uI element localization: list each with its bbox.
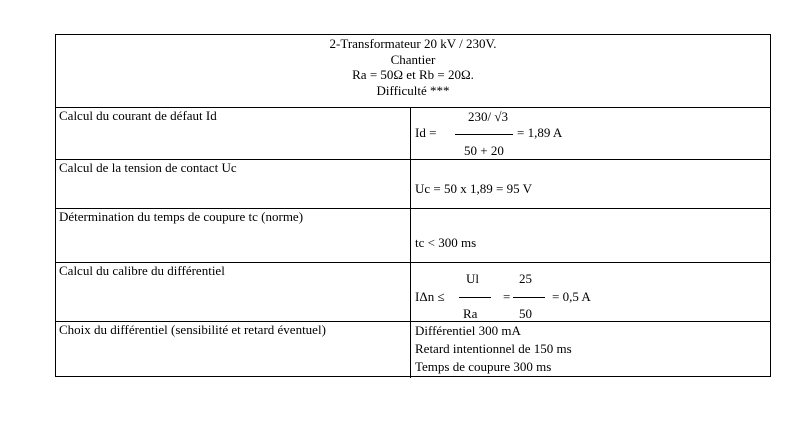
table-row: Détermination du temps de coupure tc (no… [56, 209, 770, 263]
table-row: Calcul du courant de défaut Id Id = 230/… [56, 108, 770, 160]
header-difficulty: Difficulté *** [376, 82, 450, 98]
solution-table: 2-Transformateur 20 kV / 230V. Chantier … [55, 34, 771, 378]
row-label: Calcul de la tension de contact Uc [56, 160, 411, 208]
fraction-numerator: 230/ √3 [468, 109, 508, 124]
row-value: Uc = 50 x 1,89 = 95 V [415, 181, 532, 196]
row-value: tc < 300 ms [415, 235, 477, 250]
header-subtitle: Chantier [390, 51, 436, 67]
table-row: Choix du différentiel (sensibilité et re… [56, 322, 770, 378]
row-value-line: Temps de coupure 300 ms [415, 359, 552, 374]
row-formula: IΔn ≤ Ul Ra = 25 50 = 0,5 A [411, 263, 770, 321]
fraction-bar [459, 297, 491, 298]
row-label: Calcul du courant de défaut Id [56, 108, 411, 159]
fraction-numerator: Ul [466, 271, 479, 286]
fraction-denominator: 50 + 20 [464, 143, 504, 158]
row-value-cell: tc < 300 ms [411, 209, 770, 262]
row-label: Calcul du calibre du différentiel [56, 263, 411, 321]
formula-lhs: Id = [415, 125, 437, 140]
table-row: Calcul du calibre du différentiel IΔn ≤ … [56, 263, 770, 322]
fraction-denominator: Ra [463, 306, 478, 321]
fraction-bar [513, 297, 545, 298]
table-row: Calcul de la tension de contact Uc Uc = … [56, 160, 770, 209]
fraction-denominator: 50 [519, 306, 532, 321]
row-formula: Id = 230/ √3 50 + 20 = 1,89 A [411, 108, 770, 159]
fraction-bar [455, 134, 513, 135]
row-value-cell: Uc = 50 x 1,89 = 95 V [411, 160, 770, 208]
formula-lhs: IΔn ≤ [415, 289, 445, 304]
row-value-cell: Différentiel 300 mA Retard intentionnel … [411, 322, 770, 378]
fraction-numerator: 25 [519, 271, 532, 286]
row-value-line: Retard intentionnel de 150 ms [415, 341, 572, 356]
row-label: Choix du différentiel (sensibilité et re… [56, 322, 411, 378]
header-resistances: Ra = 50Ω et Rb = 20Ω. [352, 67, 474, 82]
table-header: 2-Transformateur 20 kV / 230V. Chantier … [56, 35, 770, 108]
row-label: Détermination du temps de coupure tc (no… [56, 209, 411, 262]
row-value-line: Différentiel 300 mA [415, 323, 521, 338]
formula-equals: = [503, 289, 511, 304]
header-title: 2-Transformateur 20 kV / 230V. [329, 36, 497, 51]
formula-result: = 1,89 A [517, 125, 563, 140]
formula-result: = 0,5 A [552, 289, 591, 304]
